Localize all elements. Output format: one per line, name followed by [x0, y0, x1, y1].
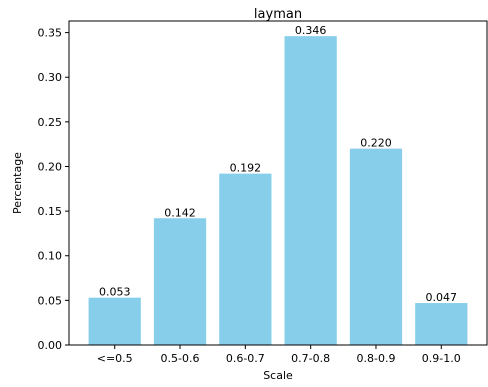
y-tick-label: 0.15 [38, 205, 63, 218]
bar [88, 297, 141, 345]
chart-title: layman [254, 7, 302, 22]
y-tick-label: 0.35 [38, 27, 63, 40]
x-tick-label: 0.6-0.7 [226, 352, 265, 365]
bar [153, 218, 207, 345]
x-tick-label: 0.7-0.8 [291, 352, 330, 365]
data-label: 0.047 [426, 291, 458, 304]
y-axis-title: Percentage [11, 152, 24, 214]
data-label: 0.053 [99, 286, 131, 299]
y-tick-label: 0.10 [38, 250, 63, 263]
x-tick-label: <=0.5 [97, 352, 133, 365]
x-axis: <=0.5 0.5-0.6 0.6-0.7 0.7-0.8 0.8-0.9 0.9-1.0 [97, 345, 461, 365]
bars-group [88, 36, 468, 346]
bar [284, 36, 337, 346]
plot-frame [68, 20, 488, 346]
x-tick-label: 0.8-0.9 [356, 352, 395, 365]
x-tick-label: 0.9-1.0 [422, 352, 461, 365]
bar [349, 148, 403, 345]
x-axis-title: Scale [263, 369, 293, 382]
y-tick-label: 0.25 [38, 116, 63, 129]
bar [415, 303, 468, 345]
y-axis: 0.00 0.05 0.10 0.15 0.20 0.25 0.30 0.35 [38, 27, 69, 352]
data-label: 0.192 [230, 162, 262, 175]
bar [219, 173, 272, 345]
data-label: 0.346 [295, 24, 327, 37]
y-tick-label: 0.00 [38, 339, 63, 352]
x-tick-label: 0.5-0.6 [161, 352, 200, 365]
y-tick-label: 0.30 [38, 71, 63, 84]
data-labels-group: 0.053 0.142 0.192 0.346 0.220 0.047 [99, 24, 457, 304]
data-label: 0.142 [164, 206, 196, 219]
data-label: 0.220 [360, 137, 392, 150]
y-tick-label: 0.20 [38, 160, 63, 173]
y-tick-label: 0.05 [38, 294, 63, 307]
